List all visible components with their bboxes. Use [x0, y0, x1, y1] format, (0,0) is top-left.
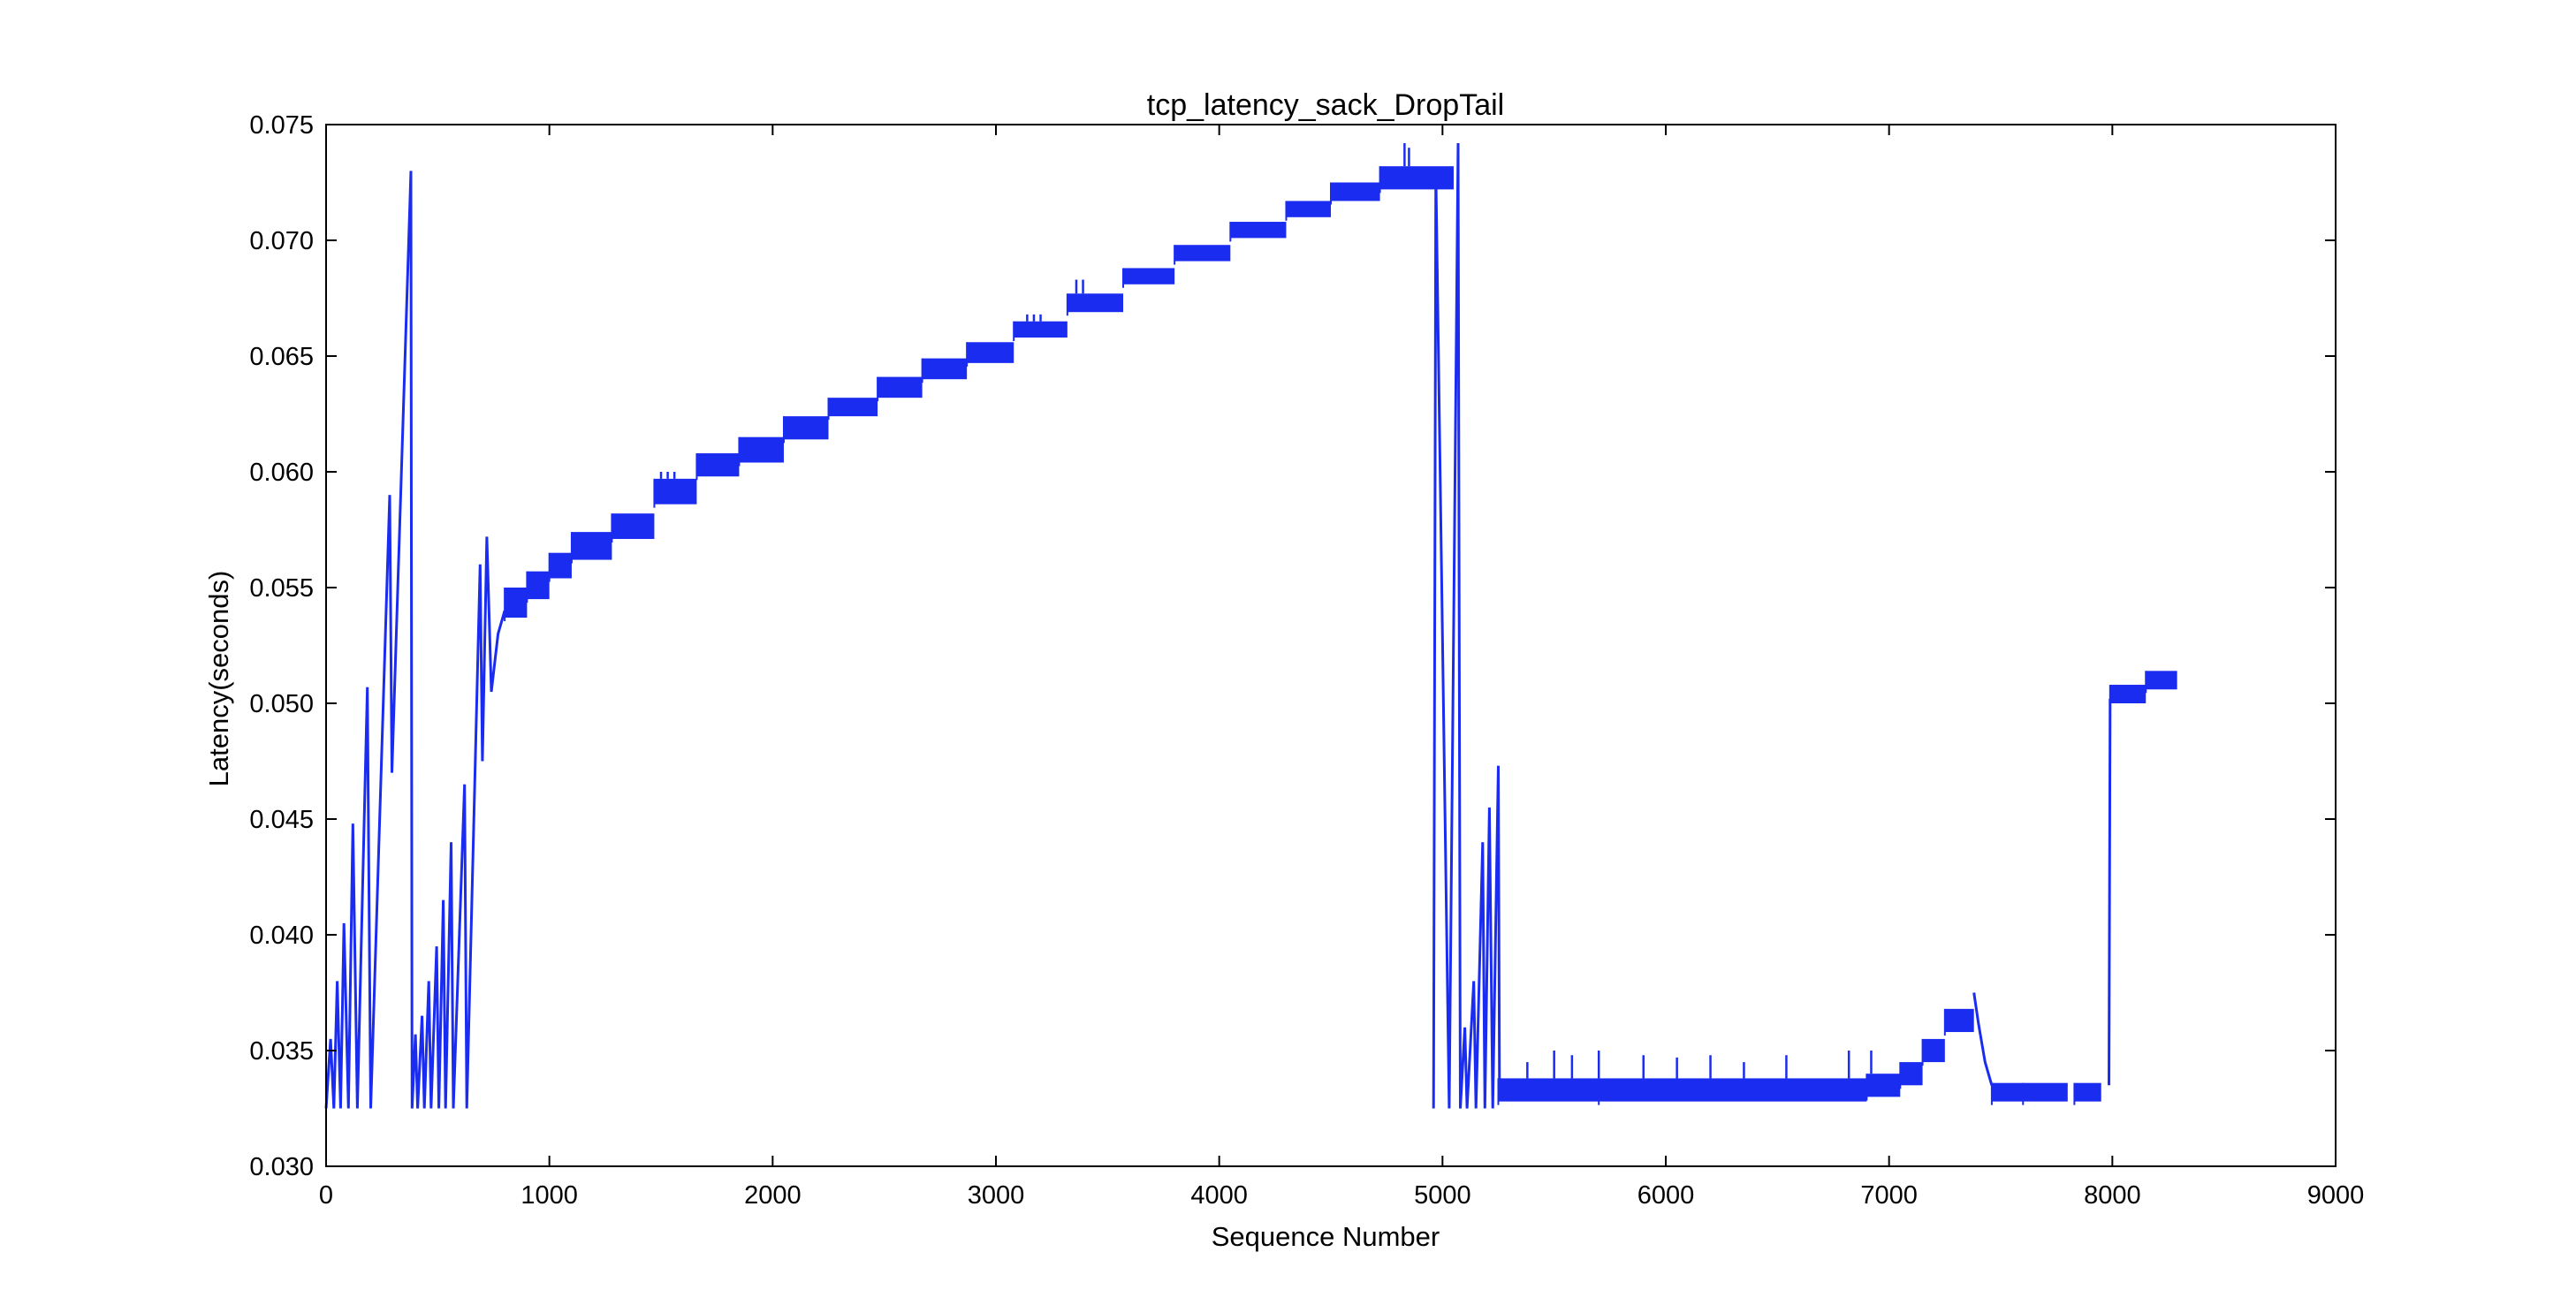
y-tick-label: 0.035 — [249, 1037, 314, 1066]
series-band — [1599, 1078, 1867, 1102]
series-band — [828, 398, 878, 417]
series-band — [783, 416, 829, 440]
series-band — [505, 588, 528, 618]
y-tick-label: 0.050 — [249, 690, 314, 718]
x-tick-label: 2000 — [744, 1181, 802, 1210]
series-band — [654, 478, 697, 505]
chart-title: tcp_latency_sack_DropTail — [1147, 88, 1504, 122]
x-tick-label: 3000 — [968, 1181, 1025, 1210]
series-early-line — [324, 171, 506, 1109]
series-band — [1498, 1078, 1600, 1102]
x-tick-label: 9000 — [2307, 1181, 2365, 1210]
series-descend-line — [1972, 992, 1994, 1086]
series-band — [739, 436, 784, 463]
series-mid-line — [1432, 142, 1501, 1109]
series-band — [1286, 201, 1331, 217]
series-band — [2074, 1082, 2101, 1102]
x-tick-label: 1000 — [521, 1181, 578, 1210]
series-band — [1944, 1008, 1974, 1033]
y-tick-label: 0.045 — [249, 806, 314, 834]
series-band — [571, 532, 612, 560]
series-jump-line — [2108, 698, 2112, 1086]
series-band — [1230, 222, 1287, 239]
y-tick-label: 0.060 — [249, 459, 314, 487]
series-band — [922, 358, 968, 380]
series-band — [1331, 182, 1380, 201]
x-tick-label: 6000 — [1638, 1181, 1695, 1210]
y-tick-label: 0.070 — [249, 227, 314, 255]
series-band — [1014, 321, 1068, 338]
y-tick-label: 0.030 — [249, 1153, 314, 1181]
ticks-layer: 0 1000 2000 3000 4000 5000 6000 7000 8000 9000 0.0… — [249, 111, 2364, 1210]
y-tick-label: 0.075 — [249, 111, 314, 140]
y-tick-label: 0.065 — [249, 343, 314, 371]
series-band — [2109, 685, 2147, 703]
y-tick-label: 0.055 — [249, 574, 314, 603]
series-band — [1174, 245, 1231, 262]
series-layer — [324, 142, 2177, 1109]
x-axis-label: Sequence Number — [1212, 1221, 1440, 1252]
series-band — [1866, 1074, 1901, 1097]
series-band — [2146, 671, 2177, 690]
series-band — [1922, 1038, 1945, 1063]
series-band — [1379, 166, 1454, 190]
series-band — [612, 513, 655, 539]
series-band — [1991, 1082, 2024, 1102]
series-band — [2023, 1082, 2068, 1102]
series-band — [1123, 268, 1175, 285]
x-tick-label: 5000 — [1414, 1181, 1471, 1210]
series-band — [696, 453, 740, 477]
series-band — [1900, 1062, 1923, 1086]
series-band — [549, 552, 572, 579]
y-axis-label: Latency(seconds) — [203, 571, 234, 787]
series-band — [967, 342, 1014, 363]
series-band — [878, 376, 923, 398]
x-tick-label: 7000 — [1860, 1181, 1918, 1210]
series-band — [1067, 293, 1124, 313]
x-tick-label: 8000 — [2084, 1181, 2141, 1210]
plot-frame — [325, 124, 2337, 1167]
x-tick-label: 0 — [319, 1181, 333, 1210]
y-tick-label: 0.040 — [249, 922, 314, 950]
series-band — [527, 571, 550, 600]
x-tick-label: 4000 — [1190, 1181, 1248, 1210]
